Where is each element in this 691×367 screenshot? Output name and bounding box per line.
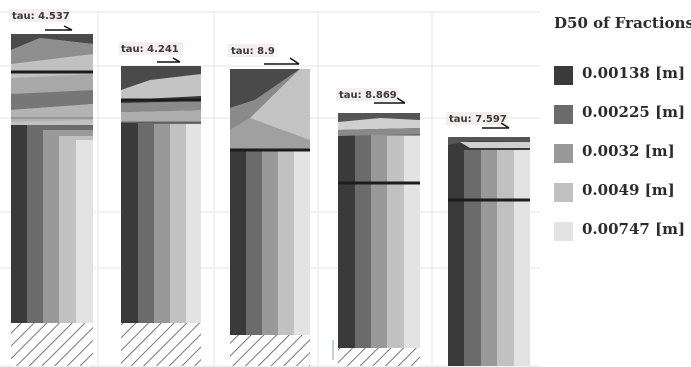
legend-label-5: 0.00747 [m]	[582, 220, 686, 238]
column-3: tau: 8.9	[228, 44, 310, 366]
column-2: tau: 4.241	[119, 42, 201, 366]
legend-title: D50 of Fractions:	[554, 14, 691, 32]
tau-label-1: tau: 4.537	[12, 11, 70, 22]
column-5: tau: 7.597	[446, 112, 530, 366]
legend-swatch-1	[554, 66, 573, 85]
tau-label-5: tau: 7.597	[449, 114, 507, 125]
legend-swatch-3	[554, 144, 573, 163]
legend-label-1: 0.00138 [m]	[582, 64, 686, 82]
legend-swatch-4	[554, 183, 573, 202]
column-1: tau: 4.537	[9, 9, 93, 366]
tau-label-4: tau: 8.869	[339, 90, 397, 101]
column-4: tau: 8.869	[332, 88, 420, 366]
legend-swatch-2	[554, 105, 573, 124]
legend-label-4: 0.0049 [m]	[582, 181, 675, 199]
tau-label-3: tau: 8.9	[231, 46, 275, 57]
legend-label-3: 0.0032 [m]	[582, 142, 675, 160]
legend-swatch-5	[554, 222, 573, 241]
tau-label-2: tau: 4.241	[121, 44, 179, 55]
legend-label-2: 0.00225 [m]	[582, 103, 686, 121]
